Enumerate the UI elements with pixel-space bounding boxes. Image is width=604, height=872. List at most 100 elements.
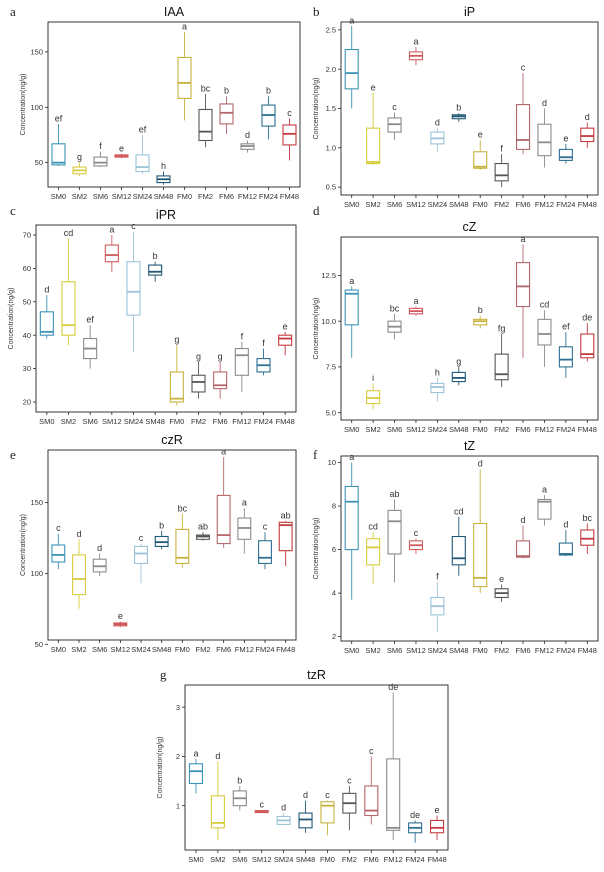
x-tick-label: FM6 xyxy=(364,855,379,864)
box-sm6: bc xyxy=(387,303,402,340)
x-tick-label: SM48 xyxy=(449,425,469,434)
box-sm2: d xyxy=(72,529,86,609)
box-sm0: a xyxy=(344,276,359,358)
box-sm24: ef xyxy=(135,124,150,174)
box-fm12: d xyxy=(537,98,552,168)
panel-ip: b iP 0.5 1.0 1.5 2.0 2.5 Concentration(ng/g) SM0… xyxy=(313,4,599,209)
x-tick-label: SM6 xyxy=(93,192,108,201)
x-tick-label: SM2 xyxy=(71,645,86,654)
box-sm2: g xyxy=(72,152,87,176)
box-iqr xyxy=(278,521,293,552)
significance-letter: c xyxy=(259,800,264,810)
significance-letter: f xyxy=(262,338,265,348)
box-sm6: b xyxy=(232,775,247,811)
y-tick-label: 3 xyxy=(176,703,180,712)
significance-letter: b xyxy=(478,305,483,315)
significance-letter: b xyxy=(266,86,271,96)
box-iqr xyxy=(537,318,552,346)
significance-letter: a xyxy=(193,748,198,758)
box-iqr xyxy=(282,124,297,146)
x-tick-label: FM48 xyxy=(276,645,295,654)
box-sm6: f xyxy=(93,141,108,168)
box-sm48: b xyxy=(148,251,163,282)
box-iqr xyxy=(494,162,509,182)
significance-letter: b xyxy=(153,251,158,261)
x-tick-label: FM2 xyxy=(494,200,509,209)
significance-letter: d xyxy=(245,130,250,140)
box-sm24: c xyxy=(134,533,148,584)
significance-letter: a xyxy=(413,296,418,306)
significance-letter: b xyxy=(456,103,461,113)
box-fm24: ef xyxy=(558,322,573,378)
x-tick-label: SM24 xyxy=(428,200,448,209)
significance-letter: f xyxy=(436,572,439,582)
panel-letter: c xyxy=(10,203,16,218)
box-iqr xyxy=(72,554,86,596)
significance-letter: d xyxy=(303,790,308,800)
y-tick-label: 1 xyxy=(176,801,180,810)
y-tick-label: 4 xyxy=(332,589,336,598)
box-iqr xyxy=(344,289,359,326)
box-iqr xyxy=(580,127,595,143)
significance-letter: a xyxy=(521,234,526,244)
box-sm0: ef xyxy=(51,113,66,166)
significance-letter: ef xyxy=(139,124,147,134)
y-tick-label: 40 xyxy=(23,331,31,340)
box-fm12: a xyxy=(237,498,252,554)
x-tick-label: SM12 xyxy=(102,417,122,426)
box-fm6: b xyxy=(219,86,234,134)
x-tick-label: FM48 xyxy=(578,646,597,655)
significance-letter: d xyxy=(521,515,526,525)
x-tick-label: SM2 xyxy=(365,425,380,434)
x-tick-label: SM2 xyxy=(365,646,380,655)
box-iqr xyxy=(364,785,379,817)
box-fm0: c xyxy=(320,790,335,836)
box-sm2: e xyxy=(366,82,381,166)
significance-letter: b xyxy=(237,775,242,785)
y-tick-label: 30 xyxy=(23,364,31,373)
box-fm2: bc xyxy=(198,83,213,148)
box-fm2: g xyxy=(191,351,206,399)
significance-letter: a xyxy=(221,447,226,457)
significance-letter: c xyxy=(287,108,292,118)
box-iqr xyxy=(169,371,184,403)
box-fm6: a xyxy=(216,447,231,548)
x-tick-label: FM12 xyxy=(232,417,251,426)
significance-letter: e xyxy=(435,805,440,815)
significance-letter: a xyxy=(349,452,354,462)
box-iqr xyxy=(51,143,66,166)
box-iqr xyxy=(188,763,204,785)
significance-letter: i xyxy=(372,373,374,383)
box-iqr xyxy=(126,261,141,316)
x-tick-label: SM12 xyxy=(406,425,426,434)
box-iqr xyxy=(39,311,54,336)
significance-letter: a xyxy=(242,498,247,508)
x-tick-label: FM0 xyxy=(177,192,192,201)
y-tick-label: 1.0 xyxy=(326,143,336,152)
box-sm2: i xyxy=(366,373,381,410)
box-sm0: a xyxy=(344,15,359,109)
x-tick-label: FM2 xyxy=(198,192,213,201)
panel-title: czR xyxy=(161,433,183,447)
box-iqr xyxy=(320,801,335,824)
y-tick-label: 50 xyxy=(35,640,43,649)
significance-letter: ab xyxy=(390,489,400,499)
box-iqr xyxy=(473,318,488,326)
x-tick-label: FM12 xyxy=(535,425,554,434)
x-tick-label: FM48 xyxy=(578,200,597,209)
x-tick-label: SM24 xyxy=(274,855,294,864)
panel-title: iP xyxy=(464,5,475,19)
plot-frame xyxy=(184,684,449,851)
significance-letter: de xyxy=(582,313,592,323)
significance-letter: e xyxy=(371,82,376,92)
x-tick-label: SM24 xyxy=(131,645,151,654)
box-iqr xyxy=(344,485,359,551)
box-sm24: f xyxy=(430,572,445,633)
box-fm0: d xyxy=(473,459,488,594)
significance-letter: g xyxy=(218,351,223,361)
y-tick-label: 60 xyxy=(23,264,31,273)
y-axis-label: Concentration(ng/g) xyxy=(157,737,164,799)
x-tick-label: FM12 xyxy=(384,855,403,864)
